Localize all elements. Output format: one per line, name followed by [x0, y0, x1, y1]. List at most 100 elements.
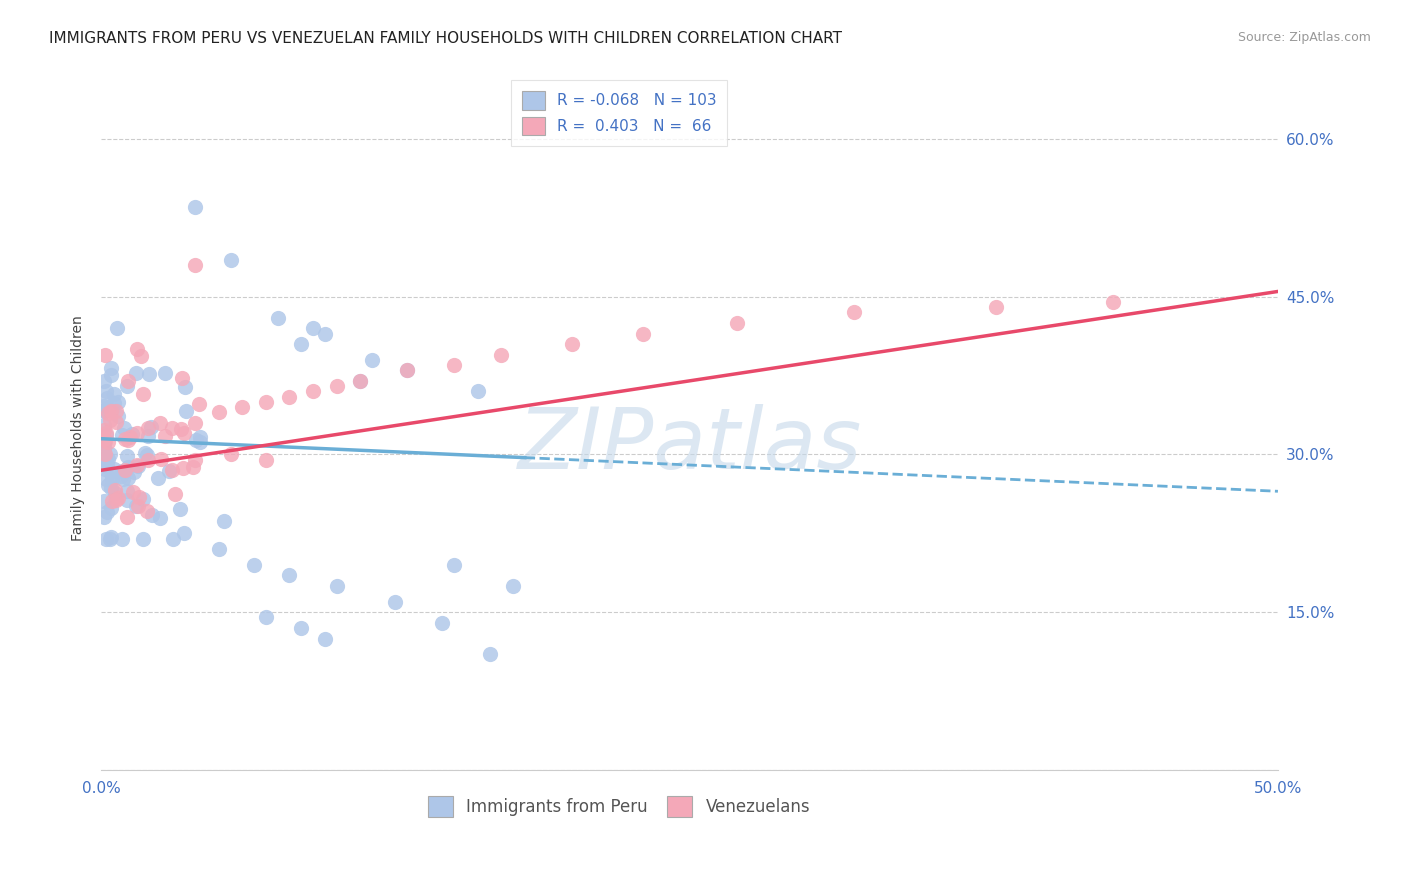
- Point: [100, 530, 122, 544]
- Point: [139, 420, 162, 434]
- Point: [384, 595, 406, 609]
- Point: [121, 485, 143, 500]
- Point: [984, 300, 1007, 314]
- Point: [443, 358, 465, 372]
- Point: [443, 558, 465, 572]
- Point: [208, 542, 231, 557]
- Point: [117, 470, 139, 484]
- Point: [169, 502, 191, 516]
- Point: [118, 429, 141, 443]
- Point: [349, 374, 371, 388]
- Point: [243, 558, 266, 572]
- Point: [125, 366, 148, 380]
- Point: [111, 428, 134, 442]
- Point: [254, 610, 277, 624]
- Point: [278, 568, 301, 582]
- Point: [93, 509, 115, 524]
- Point: [725, 316, 748, 330]
- Point: [94, 384, 117, 398]
- Point: [219, 252, 242, 267]
- Point: [467, 384, 489, 399]
- Point: [107, 491, 129, 505]
- Point: [165, 487, 187, 501]
- Point: [360, 352, 382, 367]
- Point: [115, 449, 138, 463]
- Point: [132, 532, 155, 546]
- Point: [149, 510, 172, 524]
- Point: [98, 447, 121, 461]
- Point: [93, 399, 115, 413]
- Point: [396, 363, 419, 377]
- Point: [290, 621, 312, 635]
- Point: [98, 532, 121, 546]
- Point: [93, 404, 115, 418]
- Point: [267, 310, 290, 325]
- Point: [93, 493, 115, 508]
- Point: [114, 432, 136, 446]
- Point: [136, 429, 159, 443]
- Point: [153, 366, 176, 380]
- Point: [98, 413, 121, 427]
- Point: [121, 427, 143, 442]
- Point: [125, 500, 148, 514]
- Point: [103, 396, 125, 410]
- Point: [100, 470, 122, 484]
- Point: [125, 426, 148, 441]
- Point: [134, 446, 156, 460]
- Point: [103, 462, 125, 476]
- Point: [93, 423, 115, 437]
- Point: [125, 343, 148, 357]
- Point: [100, 494, 122, 508]
- Point: [117, 459, 139, 474]
- Point: [153, 429, 176, 443]
- Point: [93, 442, 115, 456]
- Point: [136, 452, 159, 467]
- Point: [101, 473, 124, 487]
- Point: [115, 510, 138, 524]
- Point: [115, 483, 138, 498]
- Point: [96, 402, 118, 417]
- Point: [349, 374, 371, 388]
- Point: [97, 406, 120, 420]
- Point: [128, 491, 150, 505]
- Point: [184, 452, 207, 467]
- Point: [478, 648, 501, 662]
- Point: [110, 532, 132, 546]
- Point: [117, 374, 139, 388]
- Point: [96, 505, 118, 519]
- Point: [432, 615, 454, 630]
- Point: [254, 395, 277, 409]
- Point: [117, 433, 139, 447]
- Point: [188, 435, 211, 450]
- Text: Source: ZipAtlas.com: Source: ZipAtlas.com: [1237, 31, 1371, 45]
- Point: [94, 450, 117, 465]
- Point: [396, 363, 419, 377]
- Point: [111, 464, 134, 478]
- Point: [160, 421, 183, 435]
- Point: [97, 435, 120, 450]
- Point: [112, 421, 135, 435]
- Point: [173, 426, 195, 441]
- Point: [302, 321, 325, 335]
- Point: [127, 499, 149, 513]
- Point: [107, 409, 129, 423]
- Point: [231, 400, 253, 414]
- Point: [105, 321, 128, 335]
- Point: [93, 403, 115, 417]
- Point: [170, 422, 193, 436]
- Point: [184, 200, 207, 214]
- Point: [149, 416, 172, 430]
- Point: [96, 472, 118, 486]
- Text: IMMIGRANTS FROM PERU VS VENEZUELAN FAMILY HOUSEHOLDS WITH CHILDREN CORRELATION C: IMMIGRANTS FROM PERU VS VENEZUELAN FAMIL…: [49, 31, 842, 46]
- Point: [502, 579, 524, 593]
- Point: [115, 493, 138, 508]
- Point: [100, 404, 122, 418]
- Point: [105, 492, 128, 507]
- Point: [135, 504, 157, 518]
- Point: [188, 430, 211, 444]
- Point: [314, 326, 336, 341]
- Point: [174, 380, 197, 394]
- Point: [104, 415, 127, 429]
- Point: [103, 387, 125, 401]
- Point: [96, 391, 118, 405]
